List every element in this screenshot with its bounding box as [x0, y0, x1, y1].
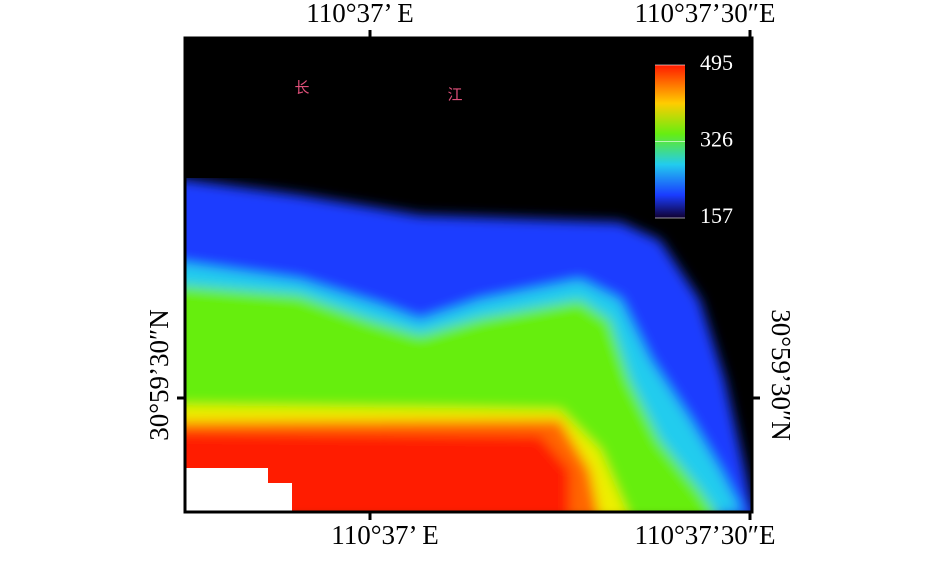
colorbar-label: 157 [700, 203, 733, 228]
colorbar-label: 326 [700, 127, 733, 152]
left-label: 30°59’30″N [144, 309, 174, 441]
heatmap [185, 38, 752, 512]
colorbar-label: 495 [700, 50, 733, 75]
right-label: 30°59’30″N [766, 309, 796, 441]
frame [183, 36, 754, 514]
bottom-label: 110°37’30″E [634, 520, 775, 550]
ticks [177, 30, 760, 520]
bottom-label: 110°37’ E [331, 520, 439, 550]
top-label: 110°37’30″E [634, 0, 775, 28]
map-label: 江 [447, 86, 462, 103]
map-label: 长 [294, 79, 309, 96]
top-label: 110°37’ E [306, 0, 414, 28]
